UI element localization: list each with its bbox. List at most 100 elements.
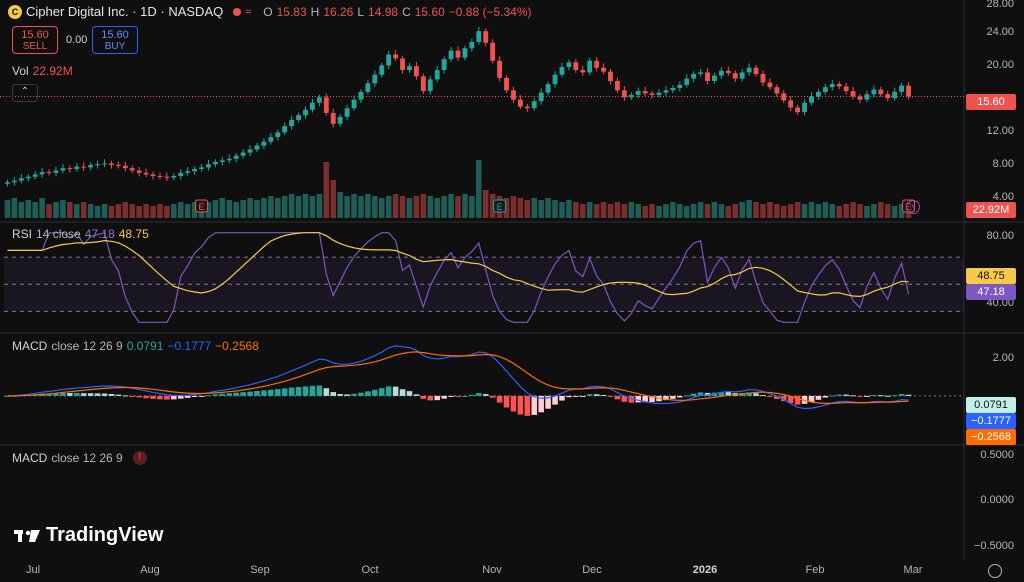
candle-body <box>219 160 225 162</box>
candle-body <box>795 107 801 113</box>
volume-bar <box>677 204 683 218</box>
error-icon[interactable]: ! <box>132 451 147 465</box>
macd-histogram-bar <box>843 394 849 396</box>
volume-bar <box>878 202 884 218</box>
volume-bar <box>32 202 38 218</box>
macd-histogram-bar <box>115 394 122 396</box>
candle-body <box>753 67 759 74</box>
candle-body <box>746 67 752 73</box>
volume-bar <box>538 200 544 218</box>
candle-body <box>337 116 343 124</box>
close-value: 15.60 <box>414 4 445 19</box>
volume-bar <box>801 204 808 218</box>
candle-body <box>545 84 551 93</box>
macd-histogram-bar <box>261 390 267 396</box>
candle-body <box>656 92 662 95</box>
macd-histogram-bar <box>171 395 177 400</box>
date-label: Mar <box>903 564 923 576</box>
eye-icon[interactable] <box>233 7 242 16</box>
rsi-line <box>7 231 910 323</box>
candle-body <box>323 97 329 113</box>
volume-bar <box>649 204 655 218</box>
collapse-legend-button[interactable]: ⌃ <box>12 84 38 102</box>
rsi-legend[interactable]: RSI 14 close 47.18 48.75 <box>12 227 149 241</box>
candle-body <box>559 66 565 75</box>
macd-histogram-bar <box>794 395 801 405</box>
sell-button[interactable]: 15.60 SELL <box>12 26 58 54</box>
candle-body <box>739 72 745 79</box>
signal-line-tag: −0.2568 <box>966 429 1016 445</box>
volume-bar <box>171 204 177 218</box>
earnings-marker <box>493 199 507 213</box>
macd-histogram-bar <box>177 395 184 399</box>
candle-body <box>788 100 794 108</box>
candle-body <box>171 175 177 178</box>
candle-body <box>32 174 38 177</box>
macd2-legend[interactable]: MACD close 12 26 9 ! <box>12 451 147 465</box>
signal-line <box>7 351 909 405</box>
macd-histogram-bar <box>677 395 683 398</box>
symbol-title[interactable]: Cipher Digital Inc. · 1D · NASDAQ <box>26 4 224 19</box>
lightning-icon[interactable]: ⚡ <box>906 200 920 214</box>
volume-bar <box>683 206 690 218</box>
macd-legend[interactable]: MACD close 12 26 9 0.0791 −0.1777 −0.256… <box>12 339 259 353</box>
volume-bar <box>455 196 461 218</box>
volume-bar <box>247 198 253 218</box>
tradingview-logo[interactable]: TradingView <box>14 524 163 547</box>
volume-bar <box>399 196 406 218</box>
macd-histogram-bar <box>836 394 842 396</box>
candle-body <box>316 97 322 103</box>
volume-legend[interactable]: Vol 22.92M <box>12 64 73 78</box>
macd-histogram-bar <box>878 395 884 397</box>
candle-body <box>303 109 308 116</box>
candle-body <box>462 48 468 58</box>
candle-body <box>407 66 412 71</box>
macd-histogram-bar <box>857 395 863 397</box>
buy-button[interactable]: 15.60 BUY <box>92 26 138 54</box>
compare-icon[interactable]: ≈ <box>245 5 252 18</box>
macd-line <box>7 345 909 410</box>
volume-bar <box>850 202 856 218</box>
candle-body <box>580 70 586 73</box>
macd2-axis-label: 0.0000 <box>980 494 1014 506</box>
rsi-ma-value: 48.75 <box>118 227 149 241</box>
candle-body <box>296 115 302 120</box>
tradingview-logo-icon <box>14 529 40 542</box>
candle-body <box>365 83 371 92</box>
volume-bar <box>108 206 115 218</box>
macd-histogram-bar <box>399 389 406 396</box>
candle-body <box>760 73 766 83</box>
macd-histogram-bar <box>268 389 274 396</box>
candle-body <box>552 74 558 85</box>
macd-histogram-bar <box>385 386 392 396</box>
volume-bar <box>663 204 669 218</box>
volume-bar <box>385 196 392 218</box>
macd-histogram-bar <box>552 395 558 405</box>
candle-body <box>816 91 821 97</box>
volume-bar <box>39 198 45 218</box>
macd-histogram-bar <box>378 388 385 396</box>
date-label: Sep <box>250 564 270 576</box>
volume-bar <box>372 196 378 218</box>
candle-body <box>497 60 503 78</box>
macd-histogram-bar <box>316 385 323 396</box>
volume-bar <box>704 204 711 218</box>
volume-bar <box>281 196 288 218</box>
volume-bar <box>212 200 219 218</box>
macd-histogram-bar <box>330 392 337 396</box>
settings-gear-icon[interactable] <box>988 564 1002 578</box>
volume-bar <box>434 198 440 218</box>
volume-bar <box>635 204 641 218</box>
macd-histogram-bar <box>53 393 59 396</box>
macd2-params: close 12 26 9 <box>51 451 123 465</box>
macd-histogram-bar <box>884 395 891 397</box>
volume-bar <box>711 202 718 218</box>
volume-bar <box>864 206 870 218</box>
sell-label: SELL <box>22 41 48 52</box>
candle-body <box>677 84 683 88</box>
macd-histogram-bar <box>898 393 905 396</box>
spread-value: 0.00 <box>66 34 88 46</box>
chevron-up-icon: ⌃ <box>20 86 30 97</box>
